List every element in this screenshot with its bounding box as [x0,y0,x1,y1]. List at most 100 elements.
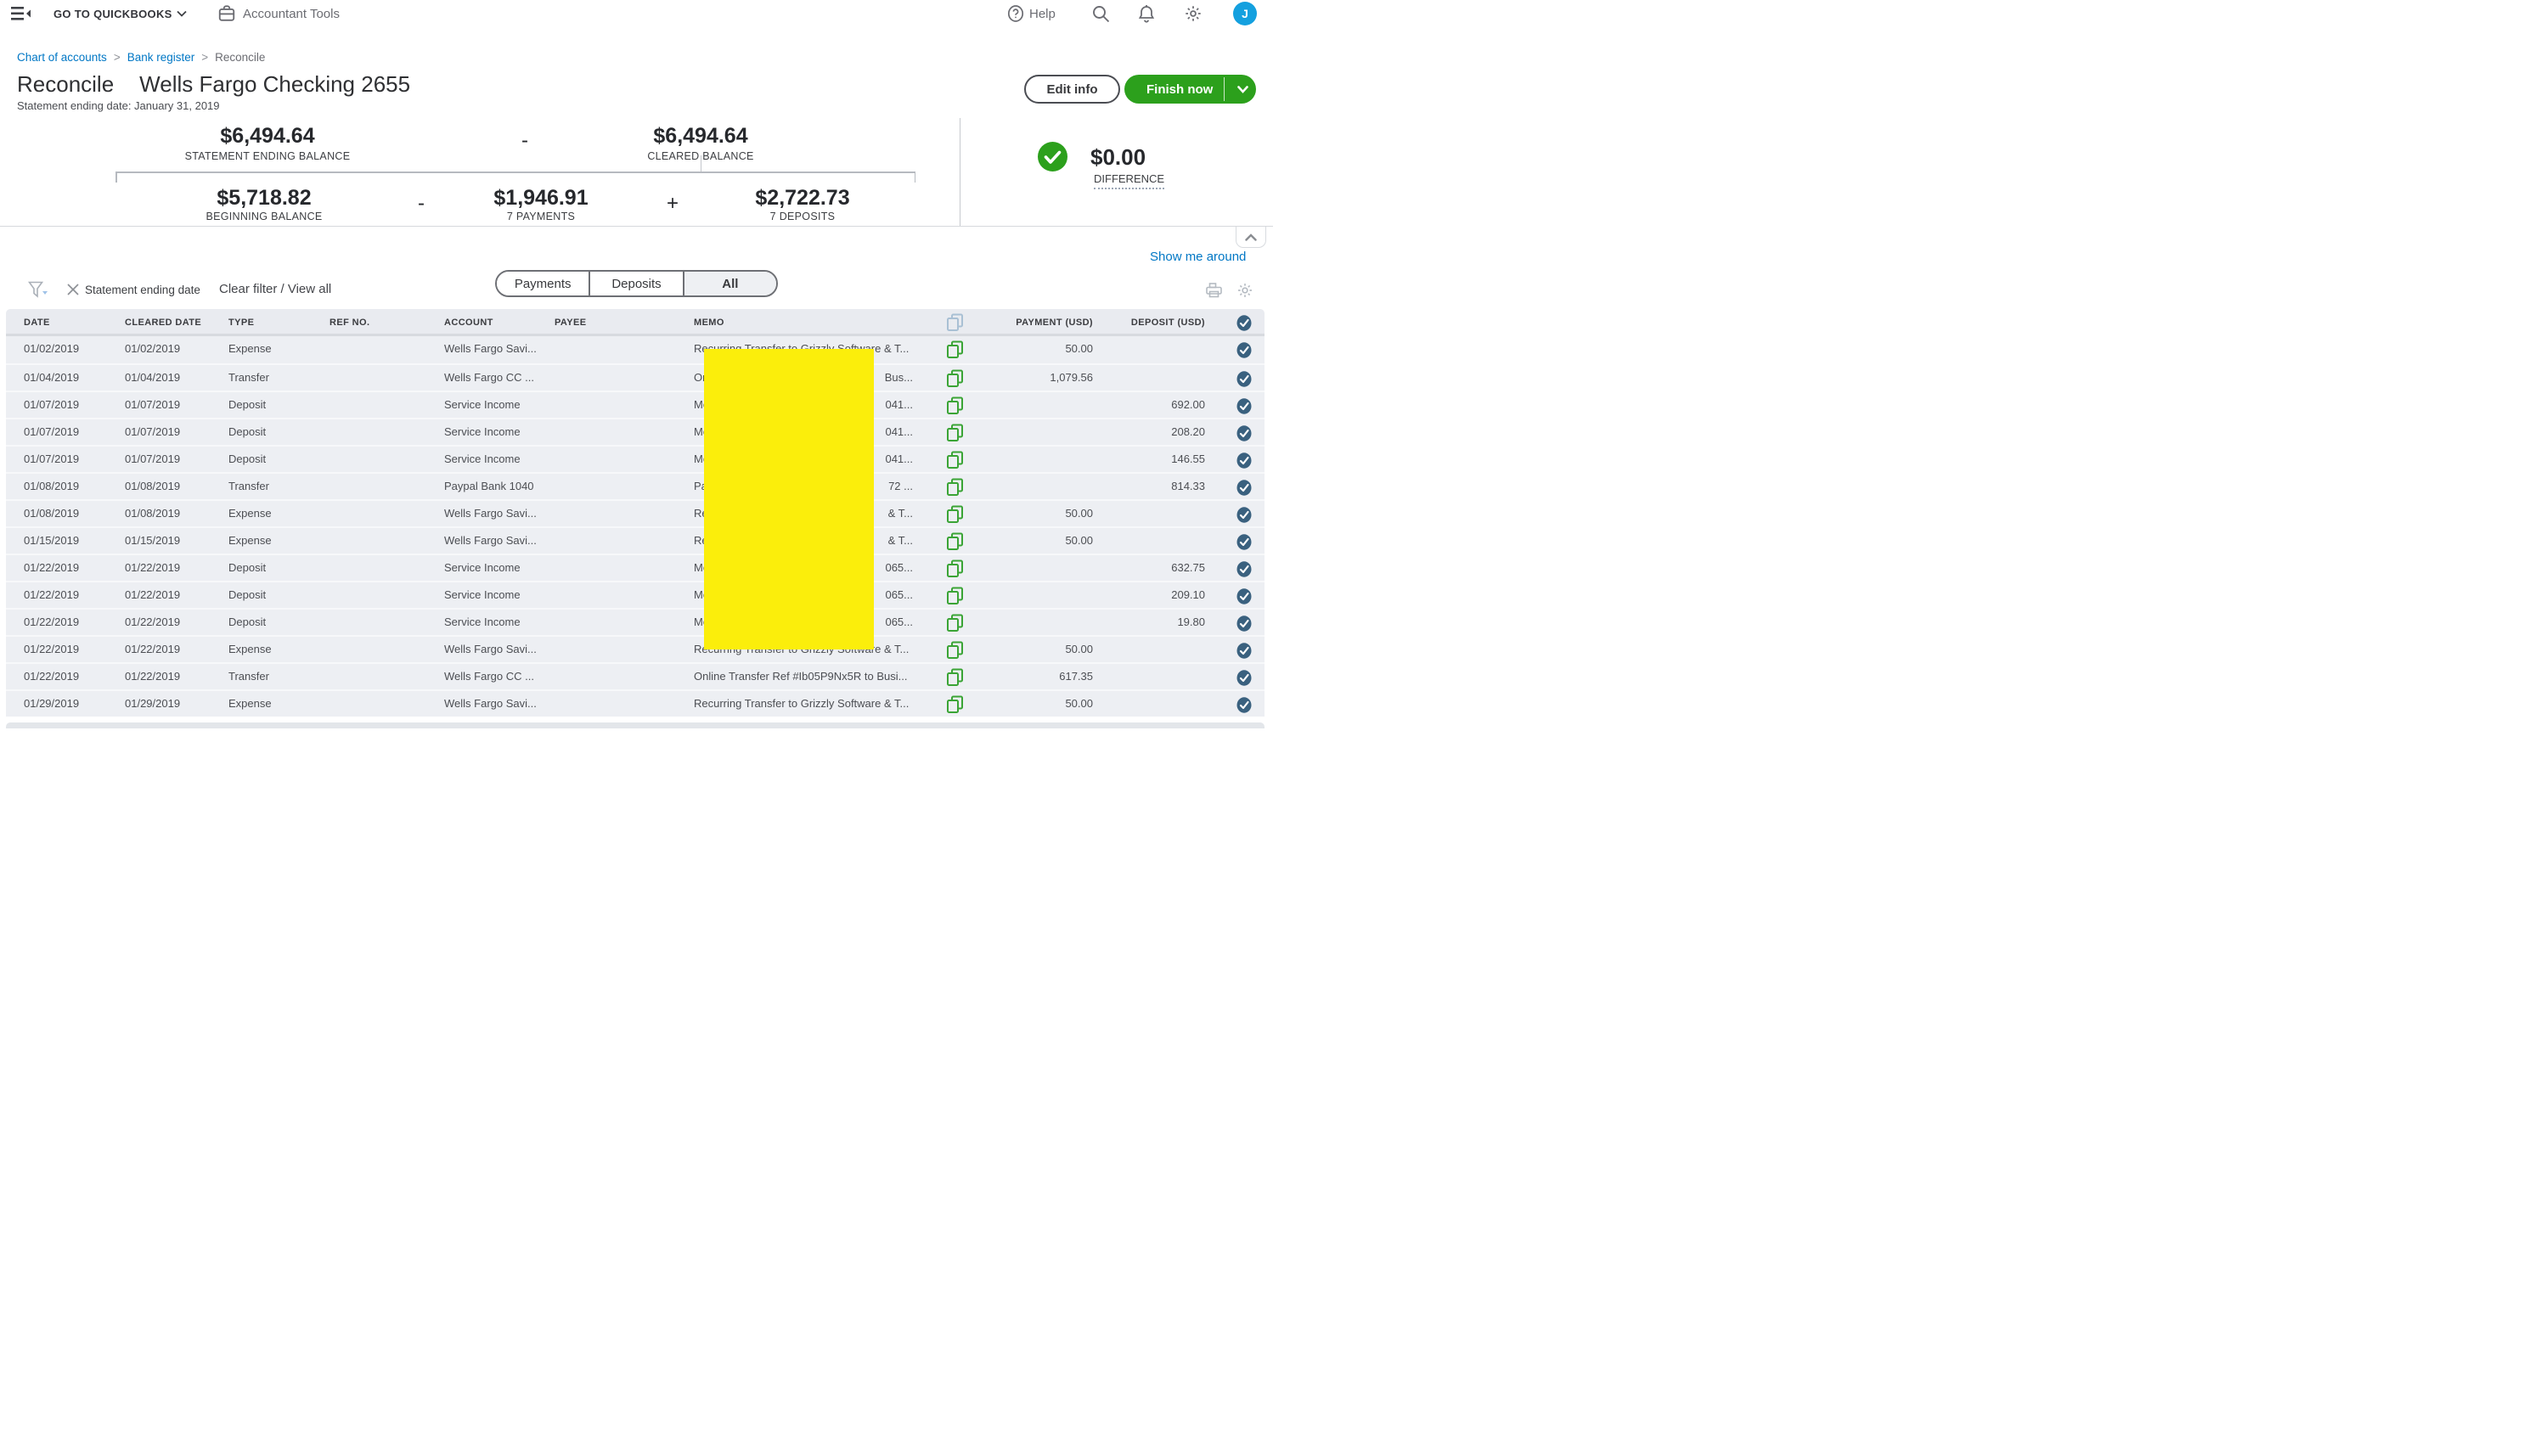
copy-transaction-icon[interactable] [946,641,964,660]
col-header-cleared-date[interactable]: CLEARED DATE [125,318,202,328]
show-me-around-link[interactable]: Show me around [1150,250,1247,264]
help-button[interactable]: Help [1007,0,1056,27]
tab-payments[interactable]: Payments [497,272,589,295]
copy-transaction-icon[interactable] [946,340,964,359]
col-header-account[interactable]: ACCOUNT [444,318,493,328]
cleared-check-icon[interactable] [1236,342,1252,358]
page-title: Reconcile Wells Fargo Checking 2655 [17,71,410,98]
cell-date: 01/07/2019 [24,398,80,411]
table-row[interactable]: 01/22/2019 01/22/2019 Deposit Service In… [6,581,1265,608]
print-icon[interactable] [1206,283,1222,298]
col-header-memo[interactable]: MEMO [694,318,724,328]
table-row[interactable]: 01/07/2019 01/07/2019 Deposit Service In… [6,391,1265,418]
table-row[interactable]: 01/08/2019 01/08/2019 Expense Wells Farg… [6,499,1265,526]
cell-date: 01/07/2019 [24,425,80,438]
cell-cleared-date: 01/07/2019 [125,425,181,438]
filter-funnel-icon[interactable] [28,281,48,298]
cleared-check-icon[interactable] [1236,643,1252,659]
table-row[interactable]: 01/22/2019 01/22/2019 Deposit Service In… [6,554,1265,581]
table-row[interactable]: 01/22/2019 01/22/2019 Expense Wells Farg… [6,635,1265,662]
cleared-check-icon[interactable] [1236,534,1252,550]
finish-now-dropdown-button[interactable] [1230,75,1256,104]
briefcase-icon [218,5,235,21]
cell-date: 01/07/2019 [24,453,80,465]
breadcrumb-chart-of-accounts[interactable]: Chart of accounts [17,51,107,64]
cell-payment: 617.35 [1059,670,1093,683]
settings-gear-icon[interactable] [1184,0,1203,27]
cell-deposit [1105,637,1205,662]
table-row[interactable]: 01/22/2019 01/22/2019 Transfer Wells Far… [6,662,1265,689]
cell-payment: 50.00 [1065,342,1093,355]
table-row[interactable]: 01/08/2019 01/08/2019 Transfer Paypal Ba… [6,472,1265,499]
cleared-balance-amount: $6,494.64 [653,124,748,148]
collapse-menu-icon[interactable] [11,0,32,27]
cell-type: Deposit [228,453,267,465]
user-avatar[interactable]: J [1233,2,1257,25]
chevron-down-icon [1237,85,1248,93]
cleared-check-icon[interactable] [1236,425,1252,441]
table-row[interactable]: 01/07/2019 01/07/2019 Deposit Service In… [6,418,1265,445]
tab-all[interactable]: All [682,272,776,295]
help-label: Help [1029,6,1056,21]
copy-transaction-icon[interactable] [946,369,964,388]
search-icon[interactable] [1092,0,1110,27]
tab-deposits[interactable]: Deposits [589,272,683,295]
remove-filter-icon[interactable] [67,284,79,295]
edit-info-button[interactable]: Edit info [1024,75,1120,104]
copy-transaction-icon[interactable] [946,424,964,442]
cleared-check-icon[interactable] [1236,480,1252,496]
table-row[interactable]: 01/04/2019 01/04/2019 Transfer Wells Far… [6,363,1265,391]
table-row[interactable]: 01/29/2019 01/29/2019 Expense Wells Farg… [6,689,1265,717]
cell-cleared-date: 01/22/2019 [125,670,181,683]
cleared-check-icon[interactable] [1236,616,1252,632]
cell-date: 01/22/2019 [24,616,80,628]
cleared-check-icon[interactable] [1236,398,1252,414]
copy-transaction-icon[interactable] [946,559,964,578]
cleared-balance-label: CLEARED BALANCE [647,150,754,162]
col-header-type[interactable]: TYPE [228,318,255,328]
copy-transaction-icon[interactable] [946,396,964,415]
cell-payment [988,555,1093,581]
cell-cleared-date: 01/08/2019 [125,480,181,492]
cell-type: Transfer [228,480,269,492]
go-to-quickbooks-button[interactable]: GO TO QUICKBOOKS [54,0,187,27]
breadcrumb-bank-register[interactable]: Bank register [127,51,195,64]
copy-transaction-icon[interactable] [946,668,964,687]
cleared-check-icon[interactable] [1236,670,1252,686]
cleared-check-icon[interactable] [1236,507,1252,523]
table-settings-gear-icon[interactable] [1236,282,1253,299]
cleared-check-icon[interactable] [1236,371,1252,387]
beginning-balance-amount: $5,718.82 [217,186,312,210]
col-header-payee[interactable]: PAYEE [555,318,587,328]
copy-transaction-icon[interactable] [946,505,964,524]
clear-filter-link[interactable]: Clear filter / View all [219,282,332,296]
cell-deposit: 208.20 [1171,425,1205,438]
copy-transaction-icon[interactable] [946,451,964,469]
notifications-bell-icon[interactable] [1138,0,1155,27]
cleared-check-icon[interactable] [1236,561,1252,577]
minus-operator: - [521,129,528,152]
redaction-overlay [704,349,874,649]
table-row[interactable]: 01/02/2019 01/02/2019 Expense Wells Farg… [6,336,1265,363]
copy-transaction-icon[interactable] [946,695,964,714]
table-row[interactable]: 01/15/2019 01/15/2019 Expense Wells Farg… [6,526,1265,554]
cell-payment: 1,079.56 [1050,371,1093,384]
col-header-date[interactable]: DATE [24,318,50,328]
cleared-check-icon[interactable] [1236,588,1252,604]
cleared-check-icon[interactable] [1236,697,1252,713]
collapse-summary-button[interactable] [1236,227,1266,248]
accountant-tools-button[interactable]: Accountant Tools [217,0,340,27]
copy-transaction-icon[interactable] [946,614,964,632]
select-all-check-icon[interactable] [1236,315,1252,331]
cleared-check-icon[interactable] [1236,453,1252,469]
col-header-payment[interactable]: PAYMENT (USD) [1016,318,1093,328]
copy-transaction-icon[interactable] [946,532,964,551]
col-header-deposit[interactable]: DEPOSIT (USD) [1130,318,1205,328]
col-header-ref-no[interactable]: REF NO. [330,318,370,328]
table-row[interactable]: 01/22/2019 01/22/2019 Deposit Service In… [6,608,1265,635]
table-row[interactable]: 01/07/2019 01/07/2019 Deposit Service In… [6,445,1265,472]
copy-transaction-icon[interactable] [946,478,964,497]
copy-transaction-icon[interactable] [946,587,964,605]
difference-label[interactable]: DIFFERENCE [1094,172,1165,189]
finish-now-button[interactable]: Finish now [1124,75,1256,104]
